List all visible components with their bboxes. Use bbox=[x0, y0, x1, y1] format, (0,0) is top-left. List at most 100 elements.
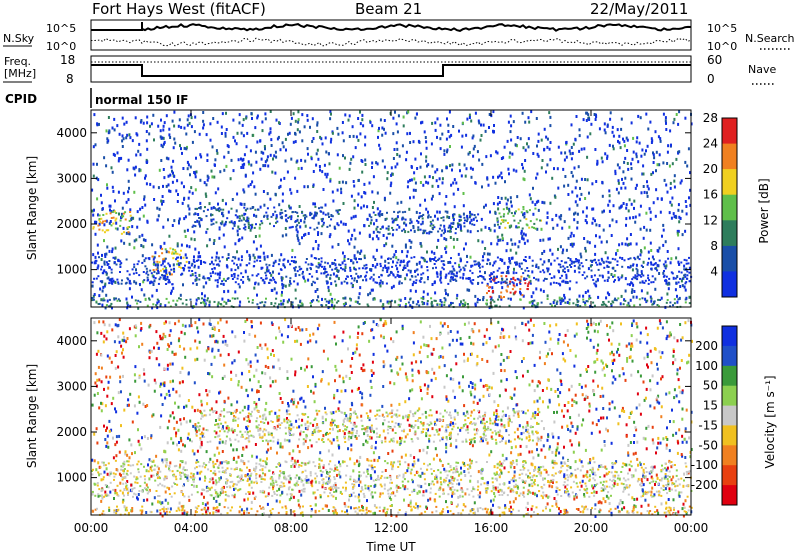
heatmap-cell bbox=[397, 211, 399, 214]
heatmap-cell bbox=[91, 209, 94, 213]
heatmap-cell bbox=[104, 282, 107, 286]
heatmap-cell bbox=[650, 267, 653, 270]
heatmap-cell bbox=[156, 298, 159, 301]
heatmap-cell bbox=[287, 402, 289, 405]
heatmap-cell bbox=[508, 172, 510, 176]
heatmap-cell bbox=[543, 427, 545, 431]
heatmap-cell bbox=[486, 441, 489, 445]
heatmap-cell bbox=[584, 249, 587, 253]
heatmap-cell bbox=[295, 260, 297, 263]
heatmap-cell bbox=[576, 425, 579, 429]
heatmap-cell bbox=[379, 210, 382, 213]
heatmap-cell bbox=[138, 274, 141, 277]
heatmap-cell bbox=[307, 263, 310, 266]
heatmap-cell bbox=[110, 271, 113, 274]
heatmap-cell bbox=[247, 184, 250, 188]
heatmap-cell bbox=[544, 277, 546, 280]
heatmap-cell bbox=[505, 206, 508, 209]
heatmap-cell bbox=[351, 277, 354, 280]
heatmap-cell bbox=[103, 239, 105, 243]
heatmap-cell bbox=[482, 276, 485, 279]
heatmap-cell bbox=[422, 232, 425, 235]
heatmap-cell bbox=[421, 220, 424, 223]
heatmap-cell bbox=[201, 297, 203, 300]
heatmap-cell bbox=[174, 249, 177, 252]
heatmap-cell bbox=[138, 376, 141, 380]
heatmap-cell bbox=[675, 113, 678, 116]
velocity-heatmap bbox=[91, 318, 693, 518]
heatmap-cell bbox=[139, 168, 142, 172]
heatmap-cell bbox=[595, 223, 598, 227]
heatmap-cell bbox=[364, 267, 367, 270]
heatmap-cell bbox=[378, 126, 380, 130]
heatmap-cell bbox=[245, 209, 247, 212]
heatmap-cell bbox=[272, 213, 275, 217]
heatmap-cell bbox=[121, 206, 124, 210]
heatmap-cell bbox=[222, 208, 225, 211]
heatmap-cell bbox=[184, 324, 187, 328]
heatmap-cell bbox=[318, 323, 321, 327]
heatmap-cell bbox=[670, 271, 673, 274]
heatmap-cell bbox=[184, 235, 187, 238]
heatmap-cell bbox=[527, 342, 530, 346]
heatmap-cell bbox=[419, 203, 422, 207]
heatmap-cell bbox=[471, 282, 474, 285]
heatmap-cell bbox=[676, 368, 679, 372]
heatmap-cell bbox=[91, 299, 94, 302]
heatmap-cell bbox=[548, 400, 551, 404]
heatmap-cell bbox=[97, 349, 100, 353]
heatmap-cell bbox=[623, 144, 626, 148]
heatmap-cell bbox=[584, 246, 587, 250]
heatmap-cell bbox=[128, 133, 131, 137]
heatmap-cell bbox=[457, 503, 459, 507]
heatmap-cell bbox=[562, 357, 565, 361]
heatmap-cell bbox=[458, 129, 460, 133]
heatmap-cell bbox=[469, 458, 471, 462]
heatmap-cell bbox=[409, 245, 412, 249]
heatmap-cell bbox=[512, 214, 515, 217]
heatmap-cell bbox=[488, 227, 491, 230]
heatmap-cell bbox=[155, 304, 158, 307]
heatmap-cell bbox=[565, 141, 568, 145]
heatmap-cell bbox=[384, 264, 387, 268]
heatmap-cell bbox=[459, 219, 462, 222]
heatmap-cell bbox=[186, 476, 189, 480]
heatmap-cell bbox=[152, 413, 155, 417]
heatmap-cell bbox=[439, 270, 442, 274]
heatmap-cell bbox=[274, 192, 277, 196]
heatmap-cell bbox=[447, 272, 450, 275]
heatmap-cell bbox=[214, 191, 217, 195]
heatmap-cell bbox=[632, 150, 635, 154]
heatmap-cell bbox=[681, 277, 684, 280]
heatmap-cell bbox=[199, 471, 202, 475]
heatmap-cell bbox=[122, 348, 124, 352]
heatmap-cell bbox=[641, 272, 643, 275]
heatmap-cell bbox=[404, 230, 407, 234]
heatmap-cell bbox=[210, 260, 213, 264]
heatmap-cell bbox=[650, 361, 653, 365]
heatmap-cell bbox=[337, 243, 340, 246]
heatmap-cell bbox=[460, 229, 463, 232]
heatmap-cell bbox=[513, 292, 516, 295]
heatmap-cell bbox=[476, 297, 479, 301]
heatmap-cell bbox=[116, 124, 119, 128]
heatmap-cell bbox=[134, 299, 137, 302]
heatmap-cell bbox=[311, 140, 314, 143]
heatmap-cell bbox=[306, 385, 309, 388]
heatmap-cell bbox=[246, 275, 249, 278]
heatmap-cell bbox=[359, 286, 362, 290]
heatmap-cell bbox=[649, 120, 652, 124]
heatmap-cell bbox=[639, 116, 642, 120]
heatmap-cell bbox=[202, 111, 205, 114]
heatmap-cell bbox=[264, 164, 267, 168]
heatmap-cell bbox=[197, 297, 200, 299]
heatmap-cell bbox=[105, 484, 108, 488]
heatmap-cell bbox=[312, 423, 315, 427]
heatmap-cell bbox=[385, 217, 388, 220]
heatmap-cell bbox=[242, 216, 245, 219]
heatmap-cell bbox=[148, 297, 150, 300]
heatmap-cell bbox=[168, 271, 171, 274]
heatmap-cell bbox=[173, 137, 176, 141]
heatmap-cell bbox=[217, 256, 220, 260]
heatmap-cell bbox=[573, 264, 576, 267]
